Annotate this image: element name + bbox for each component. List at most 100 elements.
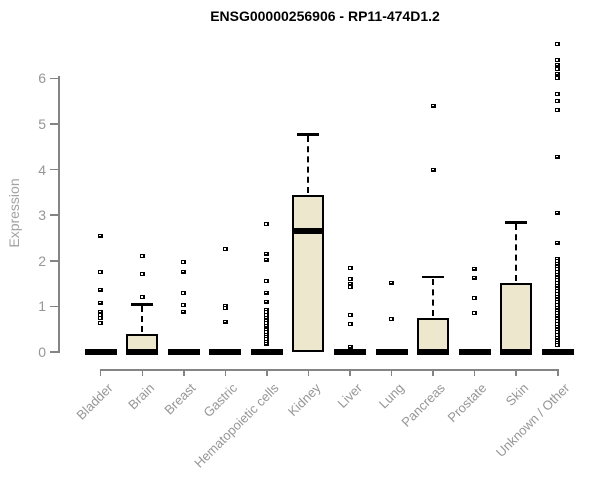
outlier-point	[555, 62, 561, 67]
outlier-point	[555, 264, 561, 269]
outlier-point	[264, 321, 270, 326]
outlier-point	[347, 281, 353, 286]
median-bar	[126, 349, 159, 355]
y-tick	[50, 305, 58, 308]
outlier-point	[555, 316, 561, 321]
outlier-point	[222, 247, 228, 252]
median-bar	[500, 349, 533, 355]
x-tick	[390, 369, 393, 376]
outlier-point	[555, 210, 561, 215]
outlier-point	[555, 343, 561, 348]
y-tick	[50, 351, 58, 353]
outlier-point	[555, 99, 561, 104]
y-tick-label: 0	[38, 344, 46, 360]
outlier-point	[555, 319, 561, 324]
outlier-point	[555, 300, 561, 305]
outlier-point	[555, 297, 561, 302]
y-tick	[50, 168, 58, 171]
x-tick-label: Prostate	[444, 380, 490, 426]
box	[417, 317, 450, 352]
x-tick	[99, 369, 102, 376]
chart-title: ENSG00000256906 - RP11-474D1.2	[210, 8, 440, 24]
x-tick-label: Brain	[125, 380, 158, 413]
outlier-point	[555, 338, 561, 343]
outlier-point	[555, 286, 561, 291]
x-tick-label: Pancreas	[398, 380, 449, 430]
y-tick-label: 1	[38, 298, 46, 315]
outlier-point	[264, 310, 270, 315]
outlier-point	[555, 327, 561, 332]
x-tick	[183, 369, 185, 376]
outlier-point	[264, 251, 270, 256]
y-tick-label: 3	[38, 207, 46, 224]
outlier-point	[347, 344, 353, 349]
x-tick-label: Hematopoietic cells	[191, 380, 282, 471]
median-bar	[167, 349, 200, 355]
y-tick	[50, 123, 58, 125]
y-tick	[50, 214, 58, 216]
outlier-point	[98, 321, 104, 326]
median-bar	[250, 349, 283, 355]
x-tick	[515, 369, 517, 376]
outlier-point	[472, 296, 478, 301]
x-tick-label: Lung	[375, 380, 407, 412]
y-tick-label: 5	[38, 116, 46, 132]
outlier-point	[347, 266, 353, 271]
outlier-point	[472, 311, 478, 316]
outlier-point	[98, 300, 104, 305]
outlier-point	[264, 339, 270, 344]
outlier-point	[264, 334, 270, 339]
outlier-point	[264, 257, 270, 262]
box	[500, 282, 533, 352]
outlier-point	[555, 294, 561, 299]
outlier-point	[181, 269, 187, 274]
outlier-point	[98, 287, 104, 292]
whisker-cap	[505, 221, 528, 224]
y-tick-label: 6	[38, 70, 46, 87]
y-axis-line	[58, 76, 60, 353]
x-tick	[432, 369, 434, 376]
outlier-point	[98, 313, 104, 318]
outlier-point	[264, 222, 270, 227]
outlier-point	[555, 305, 561, 310]
outlier-point	[98, 309, 104, 314]
outlier-point	[555, 292, 561, 297]
x-tick	[557, 369, 559, 376]
median-bar	[541, 349, 574, 355]
outlier-point	[98, 270, 104, 275]
outlier-point	[555, 71, 561, 76]
outlier-point	[555, 259, 561, 264]
x-tick-label: Kidney	[284, 380, 324, 420]
outlier-point	[555, 303, 561, 308]
outlier-point	[389, 280, 395, 285]
outlier-point	[555, 335, 561, 340]
outlier-point	[222, 306, 228, 311]
x-tick-label: Gastric	[200, 380, 241, 421]
outlier-point	[264, 290, 270, 295]
outlier-point	[181, 303, 187, 308]
outlier-point	[555, 278, 561, 283]
outlier-point	[264, 328, 270, 333]
outlier-point	[555, 311, 561, 316]
outlier-point	[555, 267, 561, 272]
outlier-point	[555, 67, 561, 72]
outlier-point	[555, 275, 561, 280]
outlier-point	[264, 341, 270, 346]
outlier-point	[264, 330, 270, 335]
x-tick	[307, 369, 310, 376]
outlier-point	[98, 316, 104, 321]
outlier-point	[555, 272, 561, 277]
x-tick-label: Skin	[502, 380, 532, 409]
median-bar	[458, 349, 491, 355]
outlier-point	[555, 322, 561, 327]
x-tick	[141, 369, 143, 376]
median-bar	[84, 349, 117, 355]
outlier-point	[222, 319, 228, 324]
outlier-point	[264, 323, 270, 328]
whisker-cap	[131, 303, 154, 306]
median-bar	[209, 349, 242, 355]
outlier-point	[430, 167, 436, 172]
outlier-point	[555, 42, 561, 47]
whisker-line	[141, 306, 144, 332]
